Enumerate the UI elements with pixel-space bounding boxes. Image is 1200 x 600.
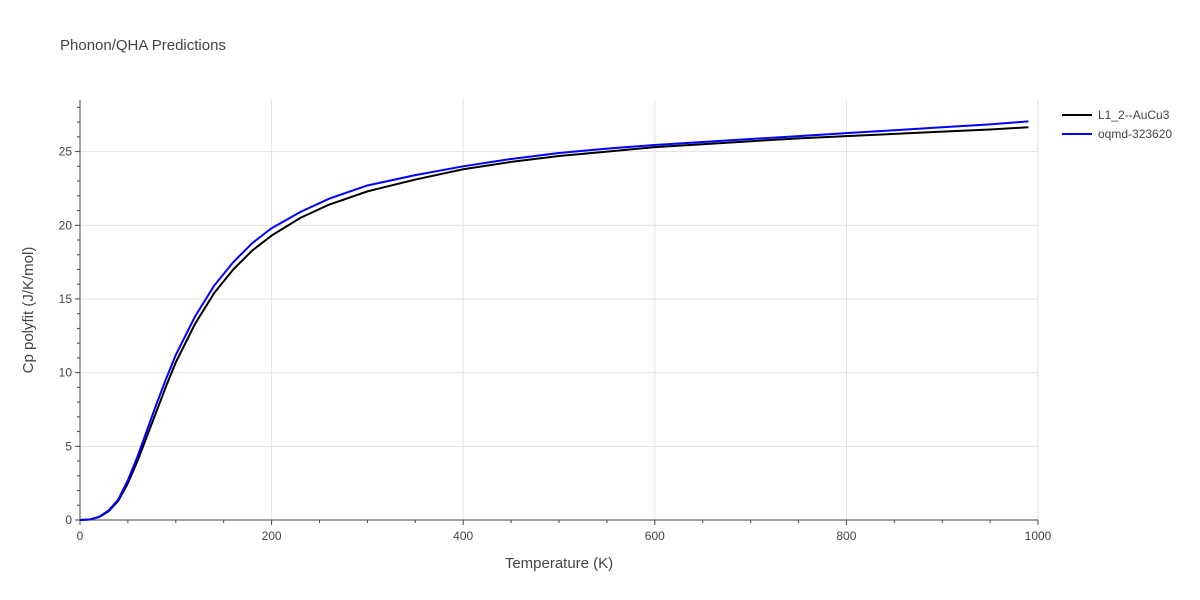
y-tick-label: 15 bbox=[59, 292, 73, 306]
y-tick-label: 20 bbox=[59, 218, 73, 232]
legend[interactable]: L1_2--AuCu3 oqmd-323620 bbox=[1062, 108, 1172, 141]
chart-title: Phonon/QHA Predictions bbox=[60, 37, 226, 54]
x-tick-label: 600 bbox=[645, 529, 665, 543]
y-axis-title: Cp polyfit (J/K/mol) bbox=[20, 247, 37, 374]
legend-label[interactable]: oqmd-323620 bbox=[1098, 127, 1172, 141]
series-lines bbox=[79, 120, 1029, 521]
x-tick-label: 200 bbox=[262, 529, 282, 543]
y-tick-label: 5 bbox=[65, 439, 72, 453]
y-tick-label: 25 bbox=[59, 145, 73, 159]
x-tick-label: 400 bbox=[453, 529, 473, 543]
gridlines bbox=[80, 100, 1039, 520]
axes: 0 200 400 600 800 1000 0 5 10 15 20 25 bbox=[59, 100, 1052, 543]
series-line-0 bbox=[79, 126, 1029, 521]
x-tick-label: 800 bbox=[836, 529, 856, 543]
x-tick-label: 1000 bbox=[1025, 529, 1052, 543]
y-tick-label: 0 bbox=[65, 513, 72, 527]
series-line-1 bbox=[79, 120, 1029, 521]
x-axis-title: Temperature (K) bbox=[505, 555, 613, 572]
legend-label[interactable]: L1_2--AuCu3 bbox=[1098, 108, 1170, 122]
y-tick-label: 10 bbox=[59, 366, 73, 380]
x-tick-label: 0 bbox=[77, 529, 84, 543]
